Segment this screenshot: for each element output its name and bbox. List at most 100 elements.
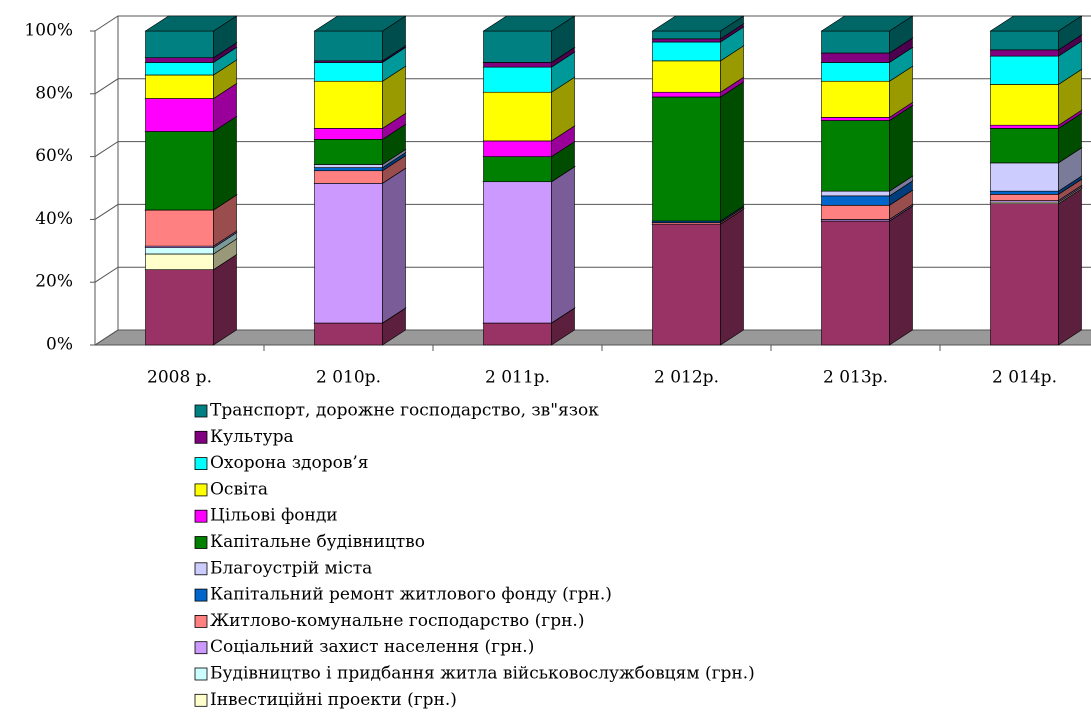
bar-face [483,91,552,142]
bar-face [821,220,890,346]
legend-swatch [194,536,208,549]
bar-segment [482,166,576,324]
bar-face [990,128,1059,164]
bar-face [652,223,721,346]
bar-segment [651,208,745,346]
bar-face [652,30,721,40]
bar-face [145,98,214,132]
legend-swatch [194,693,208,707]
bar-face [145,209,214,247]
bar-face [314,322,383,346]
bar-face [483,181,552,324]
bar-face [990,190,1059,195]
grid-line [94,203,1091,220]
bar-face [314,167,383,172]
bar-segment [651,81,745,222]
legend-label: Освіта [210,479,268,499]
bar-face [213,254,237,346]
legend-label: Будівництво і придбання житла військовос… [210,664,755,684]
bar-face [314,182,383,324]
x-tick-label: 2 013р. [823,368,888,388]
floor [93,329,1091,346]
y-tick-label: 40% [35,209,73,229]
bar-face [651,15,745,32]
bar-face [483,322,552,346]
y-tick-label: 100% [24,21,73,41]
bar-face [483,140,552,157]
bar-face [482,15,576,32]
bar-face [145,74,214,99]
x-tick-label: 2 014р. [992,368,1057,388]
bar-face [145,62,214,76]
grid-line [94,141,1091,158]
bar-face [314,30,383,62]
bar-face [820,15,914,32]
bar-face [652,38,721,43]
legend-swatch [194,430,208,444]
bar-face [483,30,552,63]
bar-face [144,15,238,32]
bar-face [990,55,1059,85]
bar-face [145,57,214,63]
bar-face [990,49,1059,57]
legend-label: Благоустрій міста [210,558,372,578]
x-tick-label: 2008 р. [147,368,212,388]
bar-face [821,80,890,118]
legend-label: Житлово-комунальне господарство (грн.) [210,611,584,631]
legend-swatch [194,615,208,628]
bar-segment [651,15,745,40]
bar-face [314,80,383,129]
bar-face [213,115,237,211]
legend-swatch [194,588,208,602]
bar-segment [820,15,914,54]
y-tick-label: 80% [35,83,73,103]
bar-face [821,52,890,63]
legend-label: Інвестиційні проекти (грн.) [210,690,457,710]
bar-segment [313,15,407,62]
bar-face [145,30,214,58]
y-tick-label: 0% [46,335,73,355]
bar-face [821,190,890,197]
bar-segment [313,167,407,324]
bar-face [821,117,890,121]
legend-label: Капітальний ремонт житлового фонду (грн.… [210,585,612,605]
legend-label: Соціальний захист населення (грн.) [210,637,534,657]
bar-face [314,164,383,168]
legend-swatch [194,641,208,655]
bar-face [889,205,913,346]
bar-face [145,247,214,255]
legend-label: Цільові фонди [210,506,338,526]
grid-line [94,266,1091,283]
x-tick-label: 2 011р. [485,368,550,388]
bar-face [720,81,744,222]
bar-face [483,156,552,183]
bar-face [990,193,1059,201]
bar-face [652,60,721,93]
bar-face [145,131,214,211]
bar-segment [989,15,1083,51]
bar-face [314,62,383,82]
bar-face [145,253,214,270]
y-tick-label: 20% [35,272,73,292]
bar-face [821,30,890,54]
legend-swatch [194,404,208,418]
legend-label: Охорона здоров’я [210,453,369,473]
bar-face [145,269,214,346]
x-tick-label: 2 012р. [654,368,719,388]
bar-face [652,41,721,62]
bar-segment [989,188,1083,346]
legend-label: Культура [210,427,294,447]
bar-face [990,162,1059,192]
bar-face [821,195,890,206]
bar-face [720,208,744,346]
bar-face [483,62,552,68]
bar-segment [482,15,576,63]
bar-segment [144,15,238,59]
grid-line [94,78,1091,95]
bar-face [551,166,575,324]
legend-swatch [194,509,208,523]
bar-face [314,139,383,165]
bar-face [1058,188,1082,346]
bar-face [821,120,890,192]
